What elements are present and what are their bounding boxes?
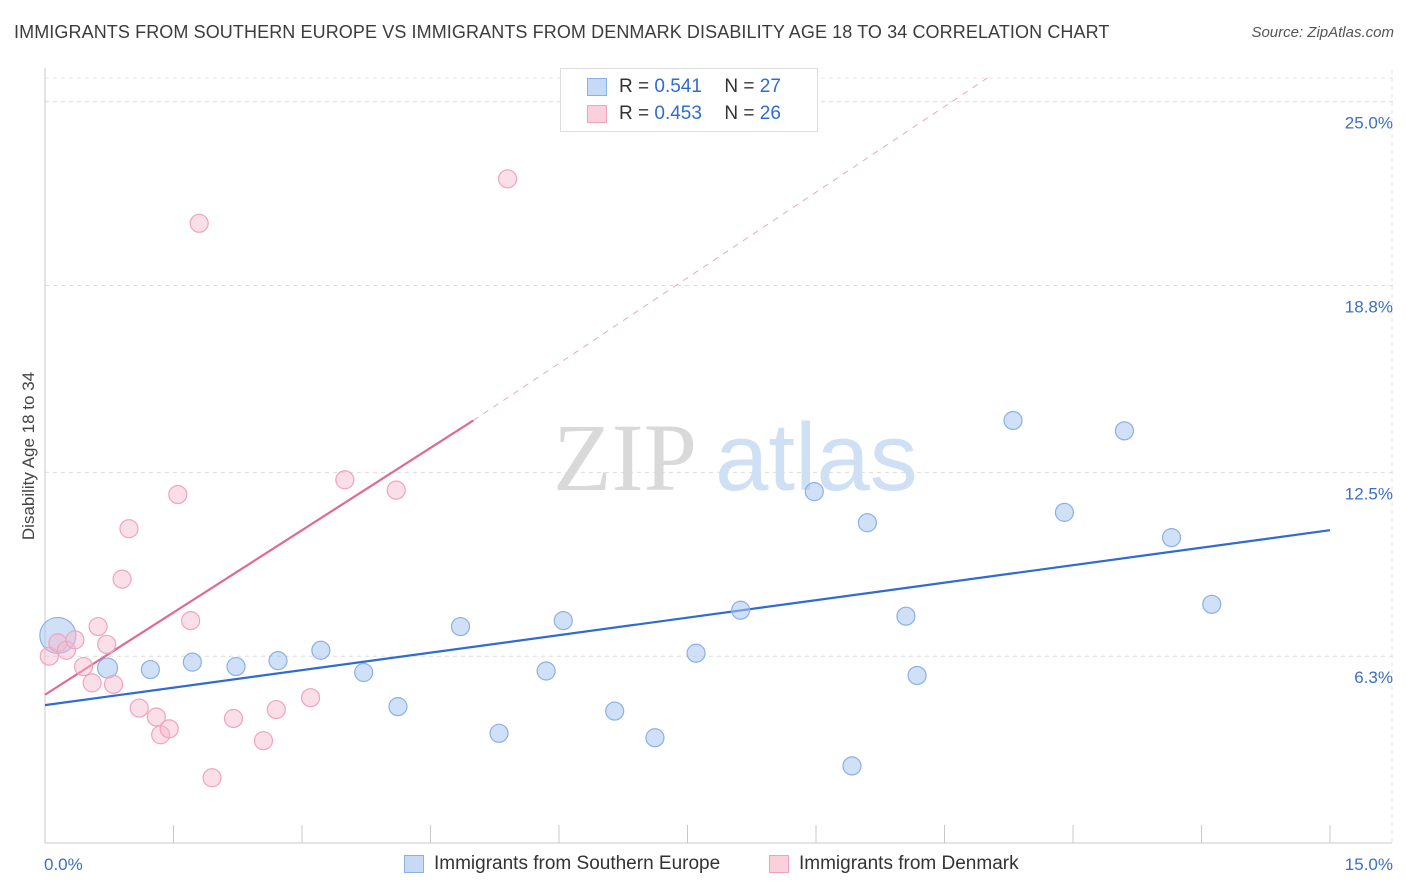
point-denmark	[146, 707, 166, 727]
point-denmark	[335, 470, 355, 490]
source-label: Source: ZipAtlas.com	[1251, 24, 1394, 41]
point-denmark	[189, 213, 209, 233]
point-southern-europe	[311, 640, 331, 660]
point-southern-europe	[1114, 421, 1135, 441]
data-points	[39, 169, 1222, 788]
point-southern-europe	[1003, 410, 1023, 431]
point-denmark	[65, 630, 85, 650]
point-southern-europe	[226, 656, 246, 677]
point-southern-europe	[605, 701, 625, 721]
legend-swatch-pink	[769, 855, 789, 873]
point-southern-europe	[907, 665, 927, 686]
point-southern-europe	[450, 616, 471, 637]
point-southern-europe	[1161, 527, 1182, 548]
legend-swatch-blue	[587, 78, 607, 96]
point-denmark	[103, 674, 124, 694]
legend-r-label: R =	[619, 103, 650, 124]
point-denmark	[498, 169, 518, 189]
bottom-legend-item-denmark: Immigrants from Denmark	[769, 851, 1019, 877]
point-denmark	[266, 699, 286, 720]
bottom-legend-label: Immigrants from Denmark	[799, 853, 1019, 874]
point-denmark	[168, 484, 188, 505]
point-southern-europe	[645, 728, 665, 748]
point-denmark	[119, 519, 139, 539]
point-denmark	[181, 611, 201, 631]
legend-row-pink: R = 0.453 N = 26	[587, 102, 781, 126]
point-denmark	[82, 673, 102, 693]
legend-r-value: 0.453	[654, 103, 702, 124]
point-denmark	[386, 480, 406, 500]
point-southern-europe	[489, 723, 509, 743]
point-denmark	[159, 719, 179, 739]
legend-swatch-pink	[587, 105, 607, 123]
legend-n-value: 27	[759, 76, 781, 97]
point-southern-europe	[686, 643, 706, 663]
correlation-legend: R = 0.541 N = 27 R = 0.453 N = 26	[560, 68, 818, 132]
point-denmark	[223, 708, 244, 729]
y-tick-label: 6.3%	[1354, 668, 1393, 687]
legend-r-value: 0.541	[654, 76, 702, 97]
y-tick-label: 25.0%	[1345, 114, 1393, 133]
chart-title: IMMIGRANTS FROM SOUTHERN EUROPE VS IMMIG…	[14, 22, 1110, 42]
legend-r-label: R =	[619, 76, 650, 97]
legend-swatch-blue	[404, 855, 424, 873]
x-tick-label-min: 0.0%	[44, 855, 83, 874]
point-southern-europe	[268, 651, 288, 671]
point-southern-europe	[182, 652, 202, 672]
point-denmark	[300, 688, 321, 708]
legend-row-blue: R = 0.541 N = 27	[587, 75, 781, 99]
point-southern-europe	[536, 661, 556, 681]
axes	[44, 68, 1392, 844]
tick-labels: 6.3% 12.5% 18.8% 25.0% 0.0% 15.0%	[44, 114, 1393, 874]
y-tick-label: 12.5%	[1345, 484, 1393, 503]
y-tick-label: 18.8%	[1345, 298, 1393, 317]
point-southern-europe	[731, 600, 751, 620]
point-denmark	[88, 616, 108, 637]
y-axis-label: Disability Age 18 to 34	[19, 372, 38, 540]
legend-n-label: N =	[724, 76, 755, 97]
point-southern-europe	[354, 662, 374, 683]
point-denmark	[129, 698, 149, 718]
point-denmark	[73, 656, 94, 677]
point-southern-europe	[896, 606, 916, 626]
trend-line-denmark	[44, 419, 474, 696]
watermark-zip: ZIP	[553, 404, 697, 511]
point-denmark	[253, 731, 274, 751]
x-tick-label-max: 15.0%	[1345, 855, 1393, 874]
point-southern-europe	[1202, 594, 1222, 614]
trend-lines	[44, 77, 1331, 707]
point-denmark	[202, 768, 222, 788]
point-southern-europe	[388, 697, 408, 717]
point-southern-europe	[857, 513, 878, 533]
point-southern-europe	[1054, 502, 1075, 522]
legend-n-value: 26	[759, 103, 781, 124]
point-southern-europe	[553, 611, 573, 631]
point-denmark	[97, 634, 117, 654]
bottom-legend-item-southern-europe: Immigrants from Southern Europe	[404, 851, 720, 877]
point-denmark	[112, 569, 132, 589]
legend-n-label: N =	[724, 103, 755, 124]
trend-line-southern-europe	[44, 529, 1331, 707]
point-southern-europe	[804, 482, 824, 502]
bottom-legend-label: Immigrants from Southern Europe	[434, 853, 721, 874]
point-southern-europe	[842, 756, 862, 776]
point-southern-europe	[140, 659, 160, 680]
point-denmark	[39, 646, 59, 666]
